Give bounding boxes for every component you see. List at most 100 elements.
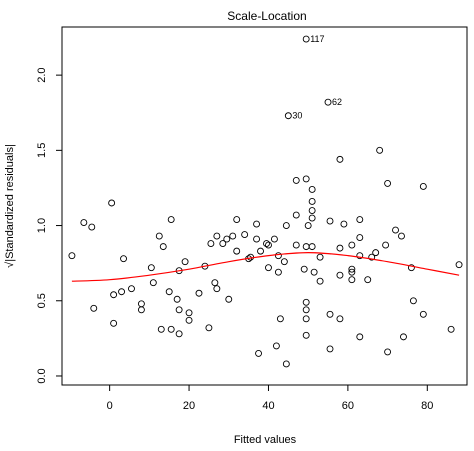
data-point bbox=[147, 264, 155, 272]
data-point bbox=[265, 241, 272, 249]
data-point bbox=[308, 198, 316, 205]
data-point bbox=[282, 222, 290, 230]
data-point bbox=[316, 253, 324, 261]
data-point bbox=[280, 258, 288, 266]
data-point bbox=[326, 217, 334, 225]
data-point bbox=[255, 349, 262, 357]
data-point bbox=[398, 232, 405, 240]
y-tick-label: 1.5 bbox=[36, 143, 48, 158]
data-point bbox=[88, 223, 96, 231]
data-point bbox=[356, 234, 364, 242]
point-label: 30 bbox=[292, 111, 302, 121]
data-point bbox=[173, 295, 181, 303]
data-point bbox=[272, 342, 280, 350]
data-point bbox=[364, 276, 372, 284]
data-point bbox=[149, 279, 157, 287]
data-point bbox=[336, 315, 344, 323]
data-point bbox=[211, 279, 219, 287]
data-point bbox=[110, 319, 118, 327]
data-point bbox=[308, 214, 316, 222]
point-labels: 117 62 30 bbox=[292, 34, 342, 121]
y-axis-label: √|Standardized residuals| bbox=[4, 144, 16, 268]
data-point bbox=[207, 240, 215, 248]
data-point bbox=[233, 247, 241, 255]
data-point bbox=[241, 231, 249, 239]
point-label: 62 bbox=[332, 97, 342, 107]
data-point bbox=[356, 216, 364, 223]
x-axis: 0 20 40 60 80 bbox=[107, 384, 433, 412]
data-point bbox=[304, 222, 312, 230]
data-point bbox=[326, 345, 334, 353]
data-point bbox=[282, 360, 290, 368]
data-point bbox=[336, 271, 344, 279]
data-point bbox=[382, 241, 390, 249]
data-point bbox=[274, 252, 282, 260]
data-point bbox=[263, 240, 270, 248]
data-point bbox=[292, 176, 300, 184]
data-point bbox=[213, 232, 221, 240]
data-point bbox=[167, 325, 175, 333]
data-point bbox=[257, 247, 264, 255]
data-point bbox=[253, 220, 261, 228]
data-point bbox=[292, 211, 300, 219]
y-axis: 0.0 0.5 1.0 1.5 2.0 bbox=[36, 67, 63, 384]
data-point bbox=[233, 216, 241, 223]
data-point bbox=[419, 310, 427, 318]
data-point bbox=[108, 199, 116, 207]
data-point bbox=[185, 316, 193, 324]
data-point bbox=[447, 325, 455, 333]
data-point bbox=[336, 155, 344, 163]
data-point bbox=[310, 268, 318, 276]
data-point bbox=[302, 331, 310, 339]
x-tick-label: 20 bbox=[183, 400, 195, 412]
plot-frame bbox=[61, 26, 468, 386]
data-point bbox=[195, 289, 203, 297]
data-point bbox=[302, 243, 310, 251]
data-point bbox=[384, 179, 392, 187]
data-point bbox=[348, 268, 356, 276]
data-point bbox=[407, 264, 415, 272]
data-point bbox=[336, 244, 344, 252]
data-point bbox=[372, 249, 380, 257]
data-point bbox=[165, 288, 173, 296]
data-point bbox=[181, 258, 189, 266]
data-point bbox=[225, 295, 233, 303]
data-point bbox=[247, 253, 255, 261]
point-label: 117 bbox=[310, 34, 324, 44]
data-point bbox=[376, 146, 384, 154]
data-point bbox=[300, 265, 308, 273]
data-point bbox=[159, 243, 167, 251]
data-point bbox=[348, 265, 356, 273]
y-tick-label: 0.5 bbox=[36, 293, 48, 308]
data-point bbox=[120, 255, 127, 263]
data-point bbox=[270, 235, 278, 243]
data-point bbox=[308, 243, 316, 251]
smooth-line bbox=[71, 251, 460, 282]
data-point bbox=[340, 220, 348, 228]
data-point bbox=[302, 175, 310, 183]
x-axis-label: Fitted values bbox=[234, 434, 297, 446]
data-point bbox=[265, 264, 272, 272]
data-point bbox=[175, 306, 183, 314]
data-point bbox=[308, 186, 316, 193]
data-point bbox=[205, 324, 213, 332]
data-point bbox=[302, 35, 310, 43]
x-tick-label: 40 bbox=[262, 400, 274, 412]
data-point bbox=[118, 288, 126, 296]
data-point bbox=[80, 219, 88, 226]
x-tick-label: 80 bbox=[421, 400, 433, 412]
data-point bbox=[219, 240, 227, 248]
data-point bbox=[175, 330, 183, 338]
data-point bbox=[356, 252, 364, 260]
data-point bbox=[324, 98, 332, 106]
data-point bbox=[316, 277, 324, 285]
data-point bbox=[419, 182, 427, 190]
data-point bbox=[356, 333, 364, 341]
data-point bbox=[284, 112, 292, 120]
data-point bbox=[137, 306, 145, 314]
scatter-points bbox=[68, 35, 463, 368]
chart-title: Scale-Location bbox=[227, 9, 306, 23]
data-point bbox=[137, 300, 145, 308]
data-point bbox=[302, 306, 310, 314]
